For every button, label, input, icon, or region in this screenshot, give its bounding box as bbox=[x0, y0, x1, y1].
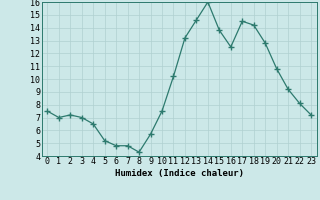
X-axis label: Humidex (Indice chaleur): Humidex (Indice chaleur) bbox=[115, 169, 244, 178]
